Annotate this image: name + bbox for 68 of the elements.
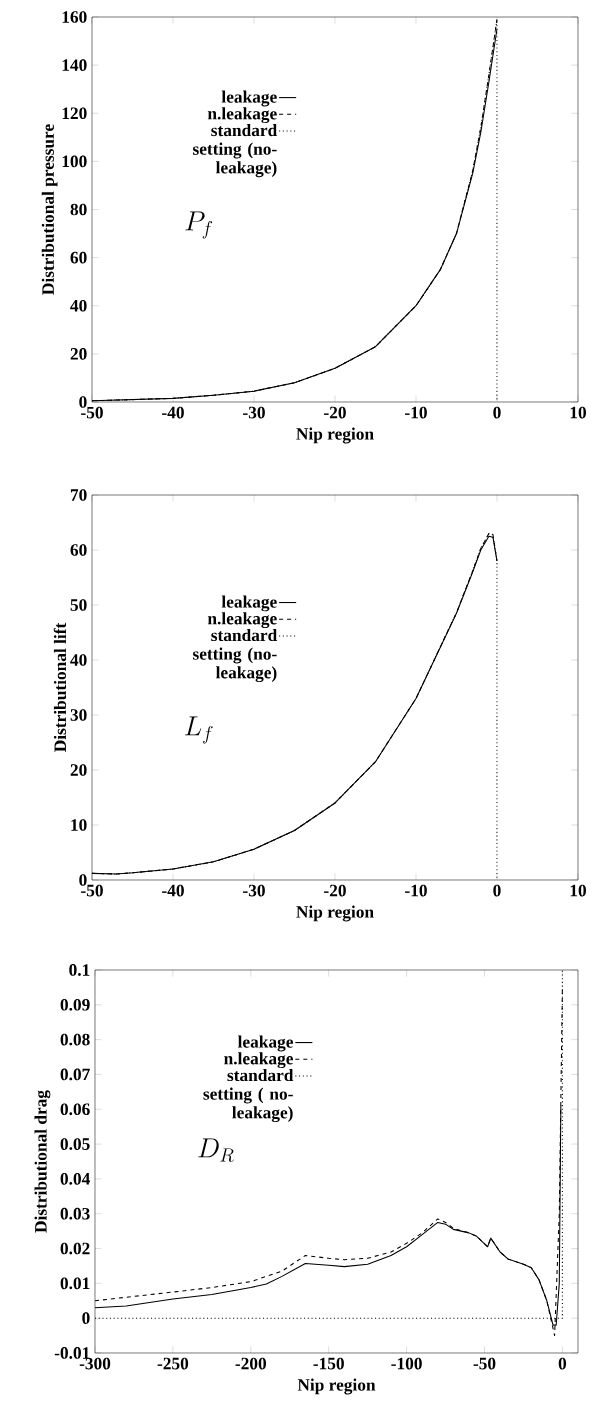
x-tick-label: 10 (570, 406, 586, 419)
y-tick-label: 60 (70, 251, 87, 264)
y-axis-title: Distributional drag (34, 1090, 51, 1233)
legend-label: leakage (237, 1035, 293, 1052)
x-tick-label: -20 (324, 884, 346, 897)
legend-label: leakage (221, 90, 277, 107)
x-axis-title: Nip region (296, 905, 374, 922)
y-tick-label: 20 (70, 764, 87, 776)
annotation: $L_f$ (184, 716, 213, 744)
y-tick-label: 0.01 (60, 1277, 90, 1290)
x-tick-label: -40 (162, 406, 184, 419)
y-tick-label: 30 (70, 709, 87, 721)
x-tick-label: 0 (558, 1357, 567, 1370)
legend-label: standard setting (no-leakage) (193, 628, 278, 683)
y-tick-label: 0.09 (60, 998, 90, 1011)
legend-label: leakage (221, 595, 277, 612)
legend-label: n.leakage (207, 612, 277, 629)
legend-label: n.leakage (207, 107, 277, 124)
y-tick-label: 0.04 (60, 1173, 90, 1185)
y-tick-label: 80 (70, 203, 87, 216)
x-axis-title: Nip region (297, 1378, 376, 1395)
y-tick-label: 0.02 (60, 1242, 90, 1255)
y-tick-label: 40 (70, 654, 87, 666)
y-tick-label: 0 (82, 1312, 90, 1325)
x-tick-label: -10 (405, 406, 427, 419)
x-tick-label: -100 (391, 1357, 422, 1370)
x-tick-label: -200 (235, 1357, 267, 1370)
x-tick-label: -300 (79, 1357, 111, 1370)
y-tick-label: 0.1 (69, 964, 90, 976)
y-tick-label: 10 (71, 819, 87, 831)
legend-label: standard setting ( no-leakage) (203, 1068, 294, 1123)
x-tick-label: -150 (313, 1357, 344, 1370)
y-tick-label: 40 (70, 299, 87, 312)
y-tick-label: -0.01 (54, 1347, 90, 1359)
y-tick-label: 120 (62, 107, 87, 120)
y-tick-label: 0.03 (60, 1207, 90, 1220)
legend-label: standard setting (no-leakage) (193, 123, 278, 178)
y-tick-label: 0 (79, 874, 87, 886)
x-axis-title: Nip region (296, 427, 374, 444)
x-tick-label: 10 (570, 884, 586, 897)
x-tick-label: -50 (81, 406, 103, 419)
x-tick-label: -40 (162, 884, 184, 897)
x-tick-label: -30 (243, 884, 265, 897)
y-tick-label: 0.06 (60, 1103, 90, 1116)
x-tick-label: 0 (493, 884, 501, 897)
y-tick-label: 140 (62, 59, 87, 71)
y-axis-title: Distributional lift (53, 622, 67, 752)
y-tick-label: 0.05 (60, 1138, 90, 1150)
x-tick-label: -50 (81, 884, 103, 897)
y-tick-label: 50 (70, 599, 87, 611)
y-axis-title: Distributional pressure (41, 124, 58, 295)
y-tick-label: 20 (70, 348, 87, 360)
annotation: $D_R$ (198, 1138, 234, 1162)
y-tick-label: 100 (62, 155, 87, 168)
legend-label: n.leakage (224, 1052, 293, 1069)
x-tick-label: -250 (157, 1357, 189, 1370)
y-tick-label: 0 (79, 396, 87, 408)
annotation: $P_f$ (185, 211, 213, 239)
x-tick-label: -20 (324, 406, 346, 419)
x-tick-label: -10 (405, 884, 427, 897)
y-tick-label: 160 (62, 11, 87, 23)
y-tick-label: 0.08 (60, 1033, 90, 1046)
y-tick-label: 70 (70, 489, 87, 501)
y-tick-label: 60 (70, 544, 87, 556)
x-tick-label: -30 (243, 406, 265, 419)
y-tick-label: 0.07 (60, 1068, 90, 1081)
x-tick-label: -50 (473, 1357, 496, 1370)
x-tick-label: 0 (493, 406, 501, 419)
